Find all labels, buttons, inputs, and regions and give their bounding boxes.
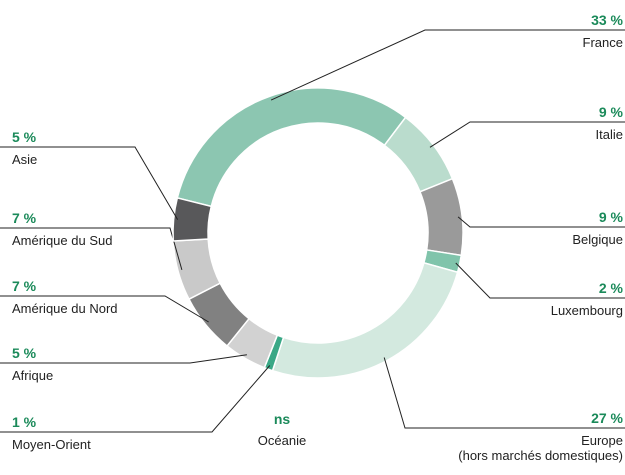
- leader-line: [455, 262, 625, 299]
- leader-line: [270, 29, 625, 101]
- leader-line: [0, 365, 271, 433]
- leader-line: [0, 227, 183, 270]
- leader-line: [429, 121, 625, 148]
- value-label: 5 %: [12, 129, 37, 145]
- category-label: Amérique du Nord: [12, 301, 118, 316]
- leader-line: [0, 146, 179, 220]
- donut-segment: [419, 177, 464, 257]
- value-label: 7 %: [12, 210, 37, 226]
- leader-line: [0, 295, 209, 323]
- category-label: Moyen-Orient: [12, 437, 91, 452]
- category-label: Océanie: [257, 433, 307, 448]
- category-label: Amérique du Sud: [12, 233, 113, 248]
- category-label: Luxembourg: [550, 303, 623, 318]
- value-label: 27 %: [591, 410, 623, 426]
- category-label: France: [582, 35, 623, 50]
- value-label: 2 %: [598, 280, 623, 296]
- leader-line: [457, 216, 625, 228]
- category-label: Asie: [12, 152, 38, 167]
- value-label: 5 %: [12, 345, 37, 361]
- donut-segment: [172, 197, 213, 242]
- category-label: Belgique: [572, 232, 623, 247]
- value-label: 9 %: [598, 104, 623, 120]
- value-label: 9 %: [598, 209, 623, 225]
- value-label: 33 %: [591, 12, 623, 28]
- donut-segment: [271, 261, 459, 379]
- category-label: Europe (hors marchés domestiques): [458, 433, 623, 463]
- category-label: Italie: [595, 127, 623, 142]
- leader-line: [383, 357, 625, 429]
- value-label: 1 %: [12, 414, 37, 430]
- donut-segment: [176, 87, 407, 208]
- category-label: Afrique: [12, 368, 54, 383]
- leader-line: [0, 354, 247, 364]
- value-label: 7 %: [12, 278, 37, 294]
- value-label: ns: [273, 411, 291, 427]
